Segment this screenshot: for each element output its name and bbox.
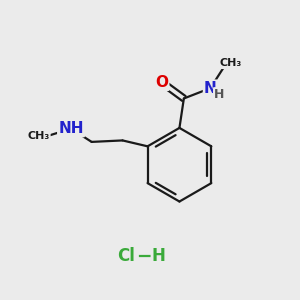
Text: H: H [152,247,166,265]
Text: O: O [155,75,168,90]
Text: H: H [214,88,224,101]
Text: N: N [204,81,217,96]
Text: CH₃: CH₃ [28,131,50,141]
Text: NH: NH [58,121,84,136]
Text: Cl: Cl [118,247,135,265]
Text: CH₃: CH₃ [220,58,242,68]
